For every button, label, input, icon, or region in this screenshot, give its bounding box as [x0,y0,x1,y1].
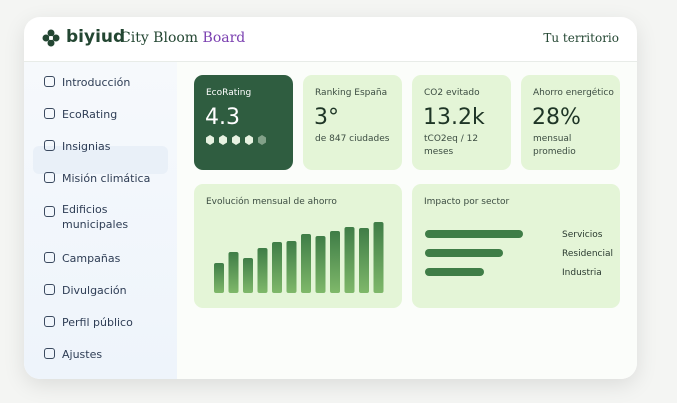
nav-icon [44,76,55,87]
nav-item[interactable]: EcoRating [62,108,118,121]
bar [301,234,311,293]
bar [315,236,326,293]
nav-icon [44,172,55,183]
bar [425,230,523,238]
header: biyiud City Bloom Board Tu territorio [24,17,637,62]
nav-icon [44,316,55,327]
bar [359,228,369,293]
category-label: Residencial [562,249,613,259]
chart [214,222,384,293]
card-label: EcoRating [206,88,252,98]
active-highlight [33,146,168,174]
bar [344,227,355,293]
territory-link[interactable]: Tu territorio [543,31,619,45]
card-sub: de 847 ciudades [315,134,390,144]
category-label: Servicios [562,230,603,240]
logo-icon [42,29,60,47]
nav-item[interactable]: Misión climática [62,172,151,185]
card: Ranking España 3° de 847 ciudades [303,75,402,170]
title-main: City Bloom [120,30,203,46]
nav-item[interactable]: Edificios municipales [62,203,129,231]
card-value: 13.2k [423,105,485,130]
bar [214,263,224,293]
rating-icons [206,135,266,145]
card-sub: mensual promedio [533,134,576,157]
nav-icon [44,252,55,263]
nav-icon [44,140,55,151]
chart-card: Evolución mensual de ahorro [194,184,402,308]
nav-icon [44,348,55,359]
nav-item[interactable]: Perfil público [62,316,133,329]
card-value: 28% [532,105,581,130]
app-title: City Bloom Board [120,30,245,46]
bar [330,231,340,293]
title-accent: Board [202,30,246,46]
bar [425,249,503,257]
bar [228,252,239,293]
bar [373,222,384,293]
nav-icon [44,206,55,217]
bar [425,268,484,276]
category-label: Industria [562,268,602,278]
nav-item[interactable]: Ajustes [62,348,103,361]
app-window: biyiud City Bloom Board Tu territorio In… [24,17,637,379]
card-value: 4.3 [205,105,240,130]
nav-item[interactable]: Campañas [62,252,121,265]
nav-item[interactable]: Divulgación [62,284,127,297]
bar [286,241,297,293]
card: CO2 evitado 13.2k tCO2eq / 12 meses [412,75,511,170]
bar [272,242,282,293]
logo: biyiud [66,27,126,47]
bar [243,258,253,293]
sidebar: Introducción EcoRating Insignias Misión cli… [24,62,177,379]
card-sub: tCO2eq / 12 meses [424,134,479,157]
card: EcoRating 4.3 [194,75,293,170]
nav-icon [44,284,55,295]
chart-title: Impacto por sector [424,197,510,207]
nav-item[interactable]: Insignias [62,140,111,153]
card: Ahorro energético 28% mensual promedio [521,75,620,170]
card-label: CO2 evitado [424,88,480,98]
nav-icon [44,108,55,119]
bar [257,248,268,293]
card-label: Ahorro energético [533,88,614,98]
card-value: 3° [314,105,339,130]
chart-card: Impacto por sector Servicios Residencial In… [412,184,620,308]
chart: Servicios Residencial Industria [425,230,613,278]
main: EcoRating 4.3 Ranking España 3° de 847 ciu… [177,62,637,379]
card-label: Ranking España [315,88,388,98]
nav-item[interactable]: Introducción [62,76,131,89]
chart-title: Evolución mensual de ahorro [206,197,337,207]
